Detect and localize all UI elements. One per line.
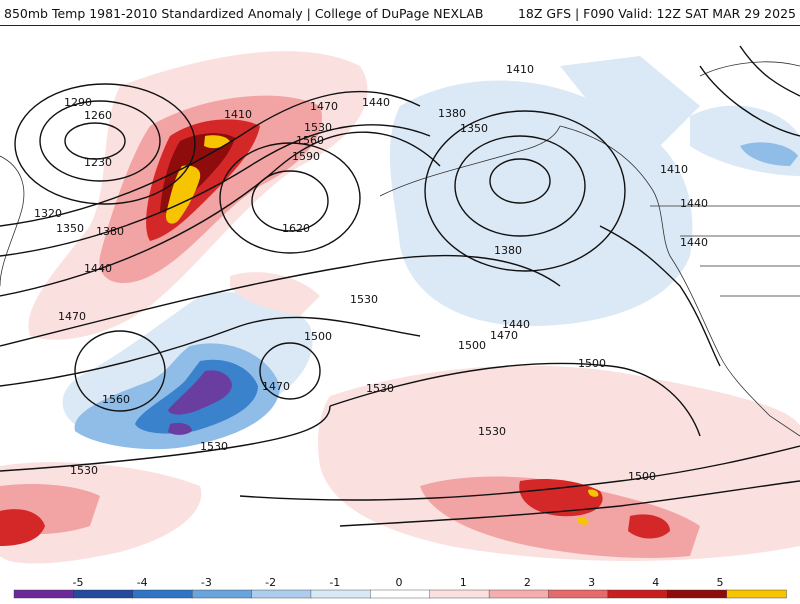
contour-label: 1440 xyxy=(680,197,708,210)
contour-label: 1620 xyxy=(282,222,310,235)
colorbar-tick-label: 3 xyxy=(588,576,595,589)
colorbar-tick-label: 0 xyxy=(396,576,403,589)
contour-label: 1560 xyxy=(296,134,324,147)
product-title: 850mb Temp 1981-2010 Standardized Anomal… xyxy=(4,6,484,21)
contour-label: 1530 xyxy=(200,440,228,453)
contour-label: 1410 xyxy=(660,163,688,176)
model-valid-time: 18Z GFS | F090 Valid: 12Z SAT MAR 29 202… xyxy=(517,6,796,21)
header: 850mb Temp 1981-2010 Standardized Anomal… xyxy=(0,0,800,26)
contour-label: 1440 xyxy=(502,318,530,331)
colorbar-swatch xyxy=(132,589,193,599)
contour-label: 1230 xyxy=(84,156,112,169)
colorbar-tick-label: -5 xyxy=(73,576,84,589)
contour-label: 1470 xyxy=(262,380,290,393)
contour-label: 1260 xyxy=(84,109,112,122)
contour-label: 1470 xyxy=(490,329,518,342)
contour-label: 1500 xyxy=(628,470,656,483)
contour-labels: 1290 1260 1230 1320 1350 1380 1440 1470 … xyxy=(34,63,708,483)
contour-label: 1500 xyxy=(458,339,486,352)
warm-anomaly-max xyxy=(165,135,599,525)
contour-label: 1410 xyxy=(506,63,534,76)
colorbar-tick-label: 2 xyxy=(524,576,531,589)
colorbar-swatch xyxy=(251,589,312,599)
contour-label: 1470 xyxy=(310,100,338,113)
colorbar-swatch xyxy=(726,589,787,599)
map-svg: 1290 1260 1230 1320 1350 1380 1440 1470 … xyxy=(0,26,800,576)
contour-label: 1500 xyxy=(578,357,606,370)
contour-label: 1350 xyxy=(460,122,488,135)
contour-label: 1560 xyxy=(102,393,130,406)
contour-label: 1590 xyxy=(292,150,320,163)
contour-label: 1470 xyxy=(58,310,86,323)
colorbar-swatch xyxy=(548,589,609,599)
contour-label: 1440 xyxy=(680,236,708,249)
colorbar-swatch xyxy=(191,589,253,599)
colorbar-tick-label: -1 xyxy=(329,576,340,589)
contour-label: 1530 xyxy=(70,464,98,477)
colorbar-swatch xyxy=(429,589,490,599)
anomaly-colorbar: -5 -4 -3 -2 -1 0 1 2 3 4 5 xyxy=(0,576,800,600)
colorbar-tick-label: 4 xyxy=(652,576,659,589)
contour-label: 1530 xyxy=(366,382,394,395)
colorbar-swatch xyxy=(310,589,372,599)
contour-label: 1530 xyxy=(350,293,378,306)
colorbar-swatch xyxy=(370,589,431,599)
colorbar-swatch xyxy=(73,589,134,599)
contour-label: 1530 xyxy=(478,425,506,438)
contour-label: 1350 xyxy=(56,222,84,235)
contour-label: 1500 xyxy=(304,330,332,343)
contour-label: 1410 xyxy=(224,108,252,121)
colorbar-tick-label: -4 xyxy=(137,576,148,589)
contour-label: 1440 xyxy=(362,96,390,109)
contour-label: 1320 xyxy=(34,207,62,220)
contour-label: 1440 xyxy=(84,262,112,275)
colorbar-swatch xyxy=(667,589,728,599)
contour-label: 1530 xyxy=(304,121,332,134)
contour-label: 1380 xyxy=(96,225,124,238)
contour-label: 1290 xyxy=(64,96,92,109)
colorbar-tick-label: 5 xyxy=(717,576,724,589)
contour-label: 1380 xyxy=(494,244,522,257)
colorbar-swatch xyxy=(13,589,75,599)
anomaly-map: 1290 1260 1230 1320 1350 1380 1440 1470 … xyxy=(0,26,800,576)
contour-label: 1380 xyxy=(438,107,466,120)
cold-anomaly-extreme xyxy=(168,370,232,435)
height-contours xyxy=(0,45,800,527)
colorbar-svg: -5 -4 -3 -2 -1 0 1 2 3 4 5 xyxy=(13,576,787,599)
colorbar-tick-label: -2 xyxy=(265,576,276,589)
colorbar-tick-label: -3 xyxy=(201,576,212,589)
colorbar-swatch xyxy=(607,589,668,599)
colorbar-tick-label: 1 xyxy=(460,576,467,589)
coastlines xyxy=(0,61,800,437)
colorbar-swatch xyxy=(488,589,550,599)
